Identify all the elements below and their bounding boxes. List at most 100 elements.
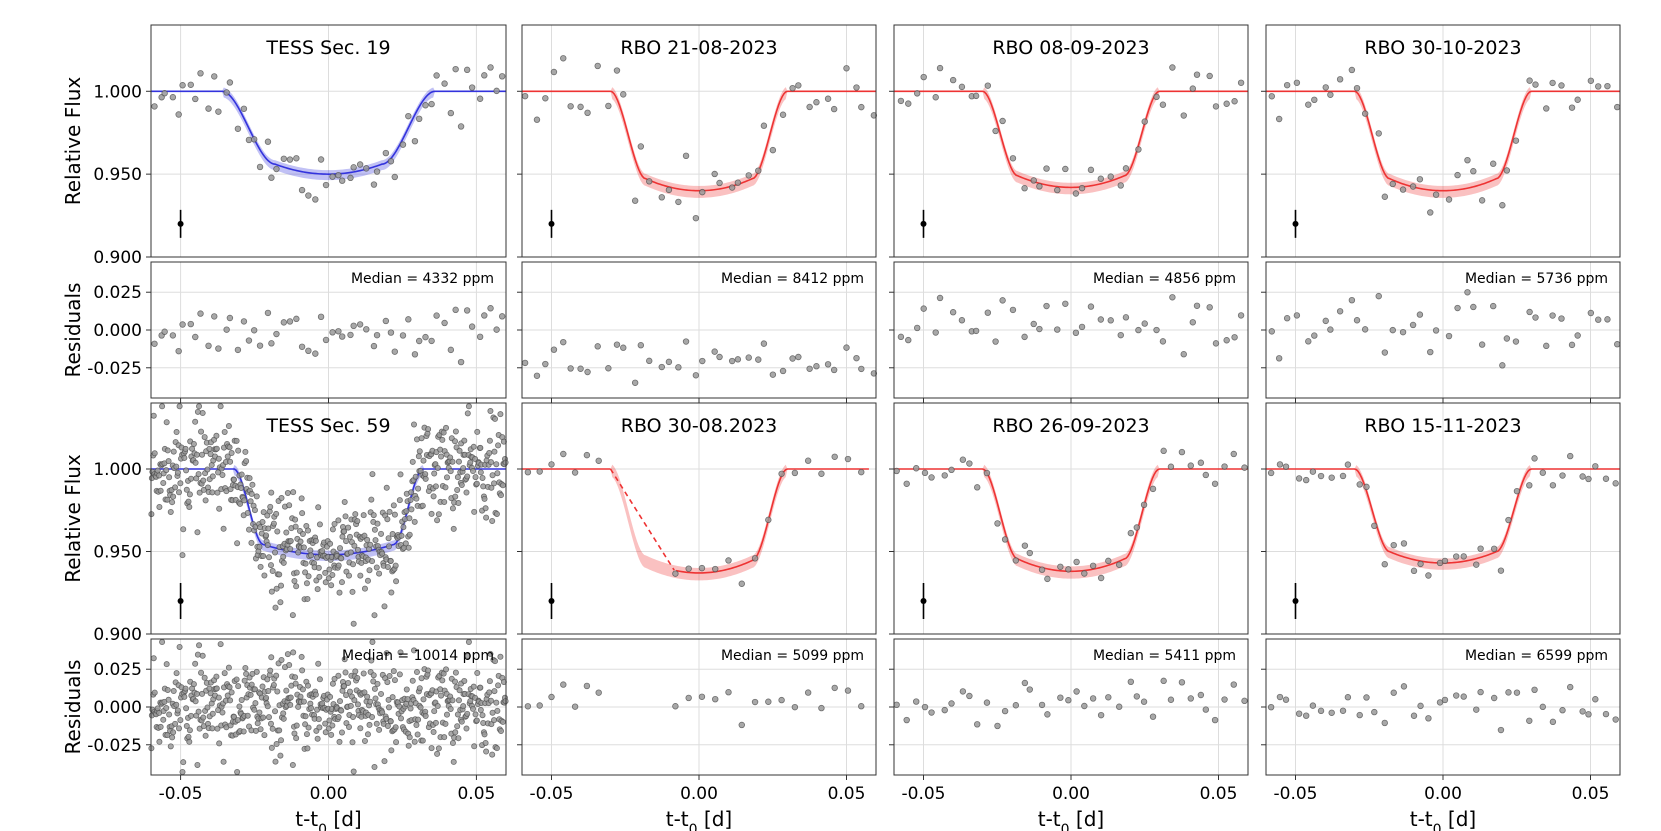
residual-point bbox=[1122, 314, 1130, 321]
residual-point bbox=[477, 707, 484, 714]
flux-point bbox=[280, 553, 287, 560]
residual-point bbox=[201, 674, 208, 681]
flux-point bbox=[685, 565, 692, 572]
flux-point bbox=[1268, 93, 1275, 100]
flux-point bbox=[1574, 96, 1581, 103]
residual-point bbox=[1453, 692, 1460, 699]
flux-point bbox=[220, 525, 227, 532]
residual-point bbox=[433, 312, 440, 319]
xtick-label: 0.00 bbox=[1424, 784, 1462, 804]
flux-point bbox=[253, 493, 260, 500]
residual-point bbox=[341, 683, 348, 690]
residual-point bbox=[1592, 696, 1599, 703]
residual-point bbox=[244, 712, 251, 719]
residual-point bbox=[903, 716, 910, 724]
residual-point bbox=[1574, 332, 1581, 339]
xlabel: t-t0 [d] bbox=[666, 807, 733, 831]
flux-point bbox=[346, 572, 353, 579]
residual-point bbox=[416, 685, 423, 692]
flux-point bbox=[206, 445, 213, 452]
residual-point bbox=[192, 660, 199, 667]
residual-point bbox=[327, 693, 334, 700]
residual-point bbox=[1135, 326, 1142, 334]
flux-point bbox=[920, 73, 927, 81]
flux-point bbox=[467, 459, 474, 466]
flux-point bbox=[408, 489, 415, 496]
flux-point bbox=[492, 415, 499, 422]
residual-point bbox=[272, 758, 279, 765]
flux-point bbox=[1503, 167, 1511, 174]
residual-point bbox=[234, 346, 242, 354]
residual-point bbox=[287, 694, 294, 701]
residual-point bbox=[211, 313, 218, 320]
residual-point bbox=[342, 669, 349, 676]
residual-point bbox=[299, 686, 306, 693]
flux-point bbox=[194, 529, 201, 536]
flux-point bbox=[461, 437, 468, 444]
flux-point bbox=[1512, 137, 1520, 144]
flux-point bbox=[327, 540, 334, 547]
residual-point bbox=[251, 686, 258, 693]
flux-point bbox=[1317, 472, 1325, 480]
flux-point bbox=[248, 539, 255, 546]
flux-point bbox=[1477, 545, 1484, 552]
flux-point bbox=[371, 526, 378, 533]
flux-point bbox=[194, 408, 201, 415]
flux-point bbox=[269, 568, 276, 575]
flux-point bbox=[225, 423, 232, 430]
residual-point bbox=[364, 693, 371, 700]
flux-point bbox=[577, 103, 584, 111]
flux-point bbox=[188, 475, 195, 482]
residual-point bbox=[387, 718, 394, 725]
flux-point bbox=[498, 73, 506, 80]
flux-point bbox=[1399, 186, 1407, 193]
residual-point bbox=[1410, 712, 1418, 719]
residual-point bbox=[417, 704, 424, 711]
flux-point bbox=[322, 181, 330, 189]
flux-point bbox=[439, 436, 446, 443]
residual-point bbox=[350, 713, 357, 720]
flux-point bbox=[1614, 103, 1621, 111]
flux-point bbox=[264, 542, 271, 549]
residual-point bbox=[858, 703, 865, 710]
flux-point bbox=[1353, 84, 1361, 92]
residual-point bbox=[605, 365, 612, 372]
flux-point bbox=[215, 108, 222, 115]
flux-point bbox=[1473, 561, 1480, 568]
flux-point bbox=[813, 99, 820, 106]
flux-point bbox=[751, 555, 759, 562]
flux-point bbox=[186, 491, 193, 498]
flux-point bbox=[280, 559, 287, 566]
flux-point bbox=[163, 467, 170, 474]
flux-point bbox=[372, 537, 379, 544]
residual-point bbox=[227, 697, 234, 704]
residual-point bbox=[336, 738, 343, 745]
residual-point bbox=[1473, 706, 1480, 713]
flux-point bbox=[1283, 81, 1291, 89]
residual-point bbox=[352, 668, 359, 675]
flux-point bbox=[497, 411, 504, 418]
residual-point bbox=[658, 363, 665, 371]
flux-point bbox=[499, 482, 506, 489]
residual-point bbox=[181, 693, 188, 700]
flux-point bbox=[169, 499, 176, 506]
flux-point bbox=[495, 442, 502, 449]
residual-point bbox=[712, 695, 719, 703]
residual-point bbox=[1054, 326, 1061, 333]
flux-point bbox=[413, 495, 420, 502]
residual-point bbox=[361, 689, 368, 696]
residual-point bbox=[613, 341, 621, 348]
residual-point bbox=[202, 732, 209, 739]
flux-point bbox=[983, 469, 991, 477]
residual-point bbox=[221, 670, 228, 677]
flux-point bbox=[302, 560, 309, 567]
panel-4: TESS Sec. 59 Median = 10014 ppm 0.900 0.950… bbox=[61, 402, 509, 831]
flux-point bbox=[391, 511, 398, 518]
residual-point bbox=[972, 327, 980, 335]
flux-point bbox=[347, 549, 354, 556]
residual-point bbox=[498, 313, 506, 320]
residual-point bbox=[420, 696, 427, 703]
flux-axes-frame bbox=[150, 402, 507, 635]
residual-point bbox=[369, 639, 376, 646]
residual-point bbox=[949, 309, 957, 316]
